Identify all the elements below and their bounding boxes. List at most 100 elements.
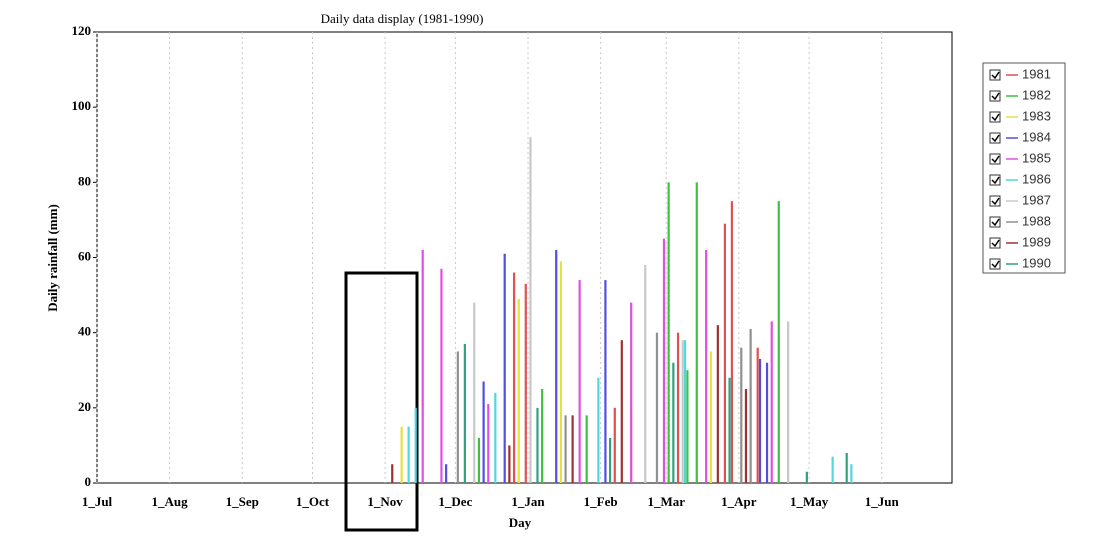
legend-checkbox[interactable] bbox=[989, 90, 1001, 102]
x-tick-label: 1_Sep bbox=[226, 494, 259, 509]
bar bbox=[529, 137, 532, 483]
bar bbox=[620, 340, 623, 483]
bar bbox=[681, 340, 684, 483]
legend-checkbox[interactable] bbox=[989, 195, 1001, 207]
legend-check bbox=[991, 71, 1000, 80]
bar bbox=[585, 415, 588, 483]
legend-label: 1983 bbox=[1022, 108, 1051, 123]
legend-checkbox[interactable] bbox=[989, 216, 1001, 228]
bar bbox=[597, 377, 600, 483]
bar bbox=[391, 464, 394, 483]
bar bbox=[655, 332, 659, 483]
bar bbox=[604, 280, 607, 483]
legend-label: 1987 bbox=[1022, 192, 1051, 207]
bar bbox=[630, 302, 633, 483]
bar bbox=[463, 343, 466, 483]
bar bbox=[440, 268, 443, 483]
bar bbox=[728, 377, 731, 483]
bar bbox=[541, 389, 544, 483]
bar bbox=[564, 415, 567, 483]
bar bbox=[578, 280, 581, 483]
legend-check bbox=[991, 155, 1000, 164]
bar bbox=[494, 392, 497, 483]
legend-checkbox[interactable] bbox=[989, 153, 1001, 165]
bar bbox=[407, 426, 410, 483]
bar bbox=[609, 437, 612, 483]
y-tick-label: 120 bbox=[72, 23, 92, 38]
bar bbox=[559, 261, 563, 483]
bar bbox=[709, 351, 712, 483]
x-tick-label: 1_Jul bbox=[82, 494, 113, 509]
x-tick-label: 1_Dec bbox=[438, 494, 472, 509]
y-tick-label: 100 bbox=[72, 98, 92, 113]
bar bbox=[716, 325, 719, 483]
x-tick-label: 1_Jan bbox=[511, 494, 545, 509]
highlight-box bbox=[344, 271, 419, 532]
bar bbox=[571, 415, 574, 483]
legend-label: 1990 bbox=[1022, 255, 1051, 270]
legend-check bbox=[991, 239, 1000, 248]
bar bbox=[512, 272, 516, 483]
bar bbox=[644, 265, 647, 483]
legend-check bbox=[991, 197, 1000, 206]
x-tick-label: 1_Jun bbox=[865, 494, 900, 509]
y-tick-label: 60 bbox=[78, 248, 91, 263]
legend-label: 1985 bbox=[1022, 150, 1051, 165]
bar bbox=[730, 201, 734, 483]
y-tick-label: 0 bbox=[85, 474, 92, 489]
bar bbox=[508, 445, 511, 483]
bar bbox=[662, 238, 666, 483]
legend-checkbox[interactable] bbox=[989, 111, 1001, 123]
bar bbox=[672, 362, 675, 483]
bar bbox=[503, 253, 506, 483]
bar bbox=[850, 464, 853, 483]
y-axis-label: Daily rainfall (mm) bbox=[45, 204, 60, 312]
bar bbox=[744, 389, 748, 483]
bar bbox=[749, 328, 752, 483]
bar bbox=[482, 381, 485, 483]
legend-label: 1988 bbox=[1022, 213, 1051, 228]
y-tick-label: 80 bbox=[78, 173, 91, 188]
bar bbox=[487, 404, 490, 483]
bar bbox=[787, 321, 790, 483]
bar bbox=[765, 362, 769, 483]
x-tick-label: 1_Aug bbox=[152, 494, 189, 509]
bar bbox=[613, 407, 616, 483]
legend-check bbox=[991, 218, 1000, 227]
bar bbox=[683, 340, 687, 483]
legend-label: 1982 bbox=[1022, 87, 1051, 102]
legend-check bbox=[991, 260, 1000, 269]
legend-check bbox=[991, 134, 1000, 143]
bar bbox=[456, 351, 459, 483]
bar bbox=[517, 298, 520, 483]
bar bbox=[667, 182, 670, 484]
legend-checkbox[interactable] bbox=[989, 258, 1001, 270]
bar bbox=[805, 471, 808, 483]
legend-checkbox[interactable] bbox=[989, 69, 1001, 81]
bar bbox=[770, 321, 773, 483]
bar bbox=[686, 370, 689, 483]
legend-label: 1984 bbox=[1022, 129, 1051, 144]
bar bbox=[758, 358, 762, 483]
legend-checkbox[interactable] bbox=[989, 237, 1001, 249]
x-tick-label: 1_Feb bbox=[584, 494, 618, 509]
bar bbox=[845, 452, 848, 483]
legend-checkbox[interactable] bbox=[989, 174, 1001, 186]
legend-check bbox=[991, 113, 1000, 122]
bar bbox=[831, 456, 834, 483]
x-tick-label: 1_May bbox=[790, 494, 829, 509]
chart-title: Daily data display (1981-1990) bbox=[321, 11, 484, 26]
bar bbox=[723, 223, 726, 484]
bar bbox=[777, 201, 780, 483]
bar bbox=[524, 283, 527, 483]
x-axis-label: Day bbox=[509, 515, 532, 530]
legend-check bbox=[991, 176, 1000, 185]
bar bbox=[756, 347, 759, 483]
legend-checkbox[interactable] bbox=[989, 132, 1001, 144]
x-tick-label: 1_Nov bbox=[367, 494, 403, 509]
y-tick-label: 40 bbox=[78, 324, 91, 339]
legend: 1981 1982 1983 1984 1985 1986 1987 1988 1989 1990 bbox=[989, 66, 1051, 270]
bar bbox=[473, 302, 476, 483]
bar bbox=[695, 182, 698, 484]
